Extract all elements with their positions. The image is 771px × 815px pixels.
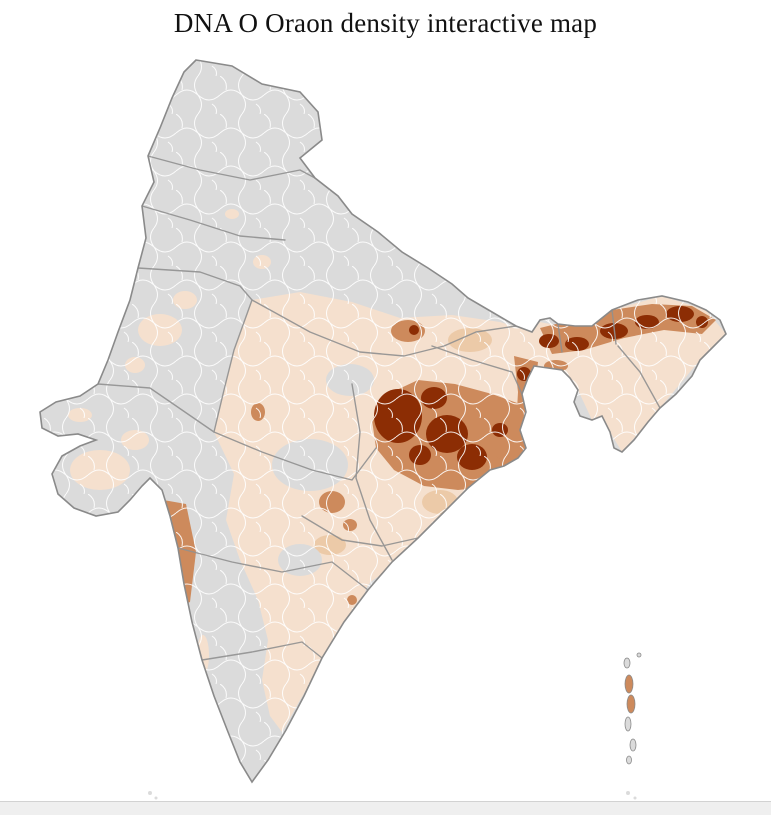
state-border-line (431, 345, 523, 395)
region-lakshadweep-islet[interactable] (154, 796, 158, 800)
region-andaman-island[interactable] (624, 716, 632, 732)
region-andaman-island[interactable] (626, 755, 632, 765)
state-border-line (557, 323, 563, 353)
region-andaman-island[interactable] (623, 657, 631, 669)
region-lakshadweep-islet[interactable] (148, 791, 152, 795)
region-andaman-island[interactable] (624, 674, 634, 694)
state-border-line (97, 383, 215, 433)
state-border-line (201, 641, 323, 661)
andaman-islands (623, 652, 642, 765)
bottom-divider (0, 801, 771, 815)
state-border-line (301, 515, 419, 547)
outlying-islets (148, 791, 637, 800)
district-boundaries-overlay (40, 60, 726, 782)
state-border-line (177, 547, 369, 591)
state-border-line (251, 299, 517, 357)
state-border-line (147, 155, 316, 181)
state-border-line (213, 431, 377, 481)
region-bengal-dark-dot[interactable] (526, 387, 536, 397)
state-border-line (617, 345, 661, 409)
region-nicobar-islet[interactable] (633, 796, 637, 800)
state-border-line (351, 383, 393, 561)
region-nicobar-islet[interactable] (626, 791, 630, 795)
page-title: DNA O Oraon density interactive map (173, 8, 598, 38)
india-outline (39, 59, 727, 784)
state-border-line (213, 299, 253, 433)
state-border-line (611, 309, 617, 345)
state-border-line (141, 205, 286, 241)
region-andaman-island[interactable] (636, 652, 642, 658)
state-borders (97, 155, 661, 661)
region-andaman-island[interactable] (629, 738, 637, 752)
state-border-line (137, 267, 253, 301)
region-andaman-island[interactable] (626, 694, 636, 714)
